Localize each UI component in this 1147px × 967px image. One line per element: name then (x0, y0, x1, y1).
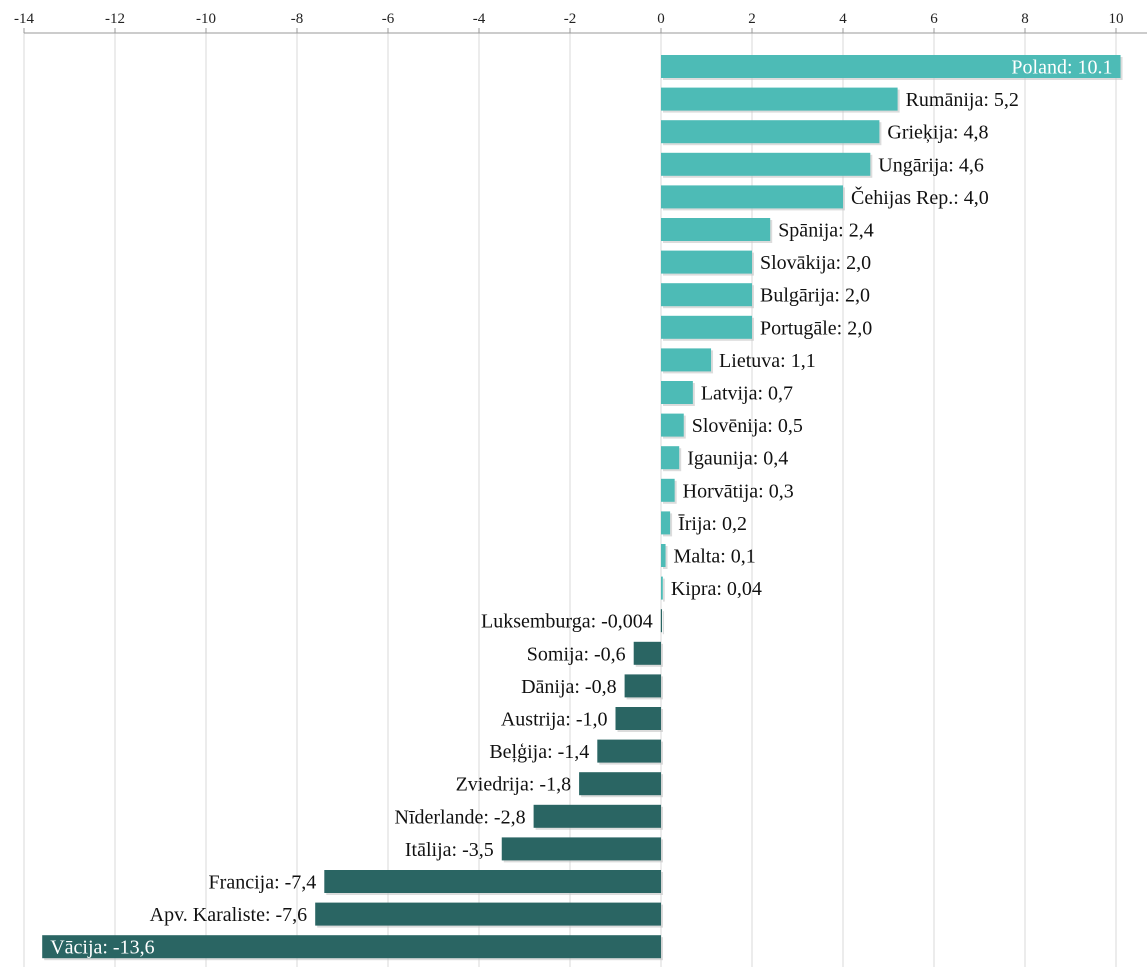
bar (661, 218, 771, 241)
bar-shadow (663, 578, 665, 602)
bar (661, 120, 880, 144)
bar (579, 772, 661, 796)
bar (661, 315, 752, 339)
data-label: Spānija: 2,4 (778, 220, 874, 242)
data-label: Dānija: -0,8 (521, 676, 617, 698)
bar (661, 511, 671, 535)
data-label: Francija: -7,4 (209, 872, 317, 894)
x-tick-label: -10 (196, 11, 216, 27)
data-label: Luksemburga: -0,004 (481, 611, 653, 633)
data-label: Apv. Karaliste: -7,6 (150, 904, 308, 926)
bar (315, 902, 661, 926)
data-label: Lietuva: 1,1 (719, 350, 816, 372)
bar (661, 413, 684, 437)
data-label: Igaunija: 0,4 (687, 448, 788, 470)
bar (661, 87, 898, 111)
data-label: Portugāle: 2,0 (760, 317, 872, 339)
gridlines (23, 33, 1117, 967)
bar (597, 739, 661, 763)
data-label: Latvija: 0,7 (701, 383, 793, 405)
data-label: Bulgārija: 2,0 (760, 285, 870, 307)
bar (661, 185, 843, 209)
data-label: Austrija: -1,0 (501, 709, 608, 731)
data-labels: Poland: 10.1 Rumānija: 5,2 Grieķija: 4,8 Un… (50, 57, 1112, 959)
bar (624, 674, 661, 698)
data-label: Beļģija: -1,4 (489, 741, 589, 763)
bar (661, 250, 752, 274)
x-tick-label: 8 (1021, 11, 1029, 27)
x-tick-label: -6 (382, 11, 395, 27)
x-tick-label: 4 (839, 11, 847, 27)
data-label: Ungārija: 4,6 (878, 154, 984, 176)
data-label: Īrija: 0,2 (678, 513, 747, 535)
x-tick-label: -12 (105, 11, 125, 27)
data-label: Horvātija: 0,3 (683, 480, 794, 502)
x-tick-label: 2 (748, 11, 756, 27)
data-label: Rumānija: 5,2 (906, 89, 1019, 111)
bar (615, 707, 661, 730)
x-tick-label: 6 (930, 11, 938, 27)
data-label: Grieķija: 4,8 (887, 122, 988, 144)
bar (501, 837, 661, 861)
data-label: Somija: -0,6 (527, 643, 626, 665)
bar (533, 804, 661, 828)
bar (661, 348, 712, 372)
bar (661, 152, 871, 176)
data-label: Nīderlande: -2,8 (395, 806, 526, 828)
bar (661, 478, 675, 502)
data-label: Čehijas Rep.: 4,0 (851, 185, 989, 209)
bar (661, 576, 663, 600)
data-label: Kipra: 0,04 (671, 578, 762, 600)
data-label: Slovākija: 2,0 (760, 252, 871, 274)
bar (633, 641, 661, 665)
x-axis: -14 -12 -10 -8 -6 -4 -2 0 2 4 6 8 10 (14, 11, 1147, 34)
x-tick-label: 0 (657, 11, 665, 27)
data-label: Slovēnija: 0,5 (692, 415, 803, 437)
x-tick-label: -4 (473, 11, 486, 27)
data-label: Vācija: -13,6 (50, 937, 154, 959)
data-label: Poland: 10.1 (1011, 57, 1112, 79)
x-tick-label: -8 (291, 11, 304, 27)
bar (661, 381, 693, 404)
data-label: Zviedrija: -1,8 (456, 774, 572, 796)
bar (42, 935, 661, 959)
x-tick-label: 10 (1109, 11, 1124, 27)
bar (661, 544, 666, 567)
x-tick-label: -14 (14, 11, 34, 27)
bar (661, 55, 1121, 78)
bar-shadow (662, 611, 665, 635)
bar (660, 609, 663, 633)
data-label: Itālija: -3,5 (405, 839, 494, 861)
data-label: Malta: 0,1 (674, 546, 756, 568)
bars (42, 55, 1123, 961)
x-tick-label: -2 (564, 11, 577, 27)
bar (661, 446, 680, 470)
bar (324, 870, 661, 893)
bar (661, 283, 752, 307)
